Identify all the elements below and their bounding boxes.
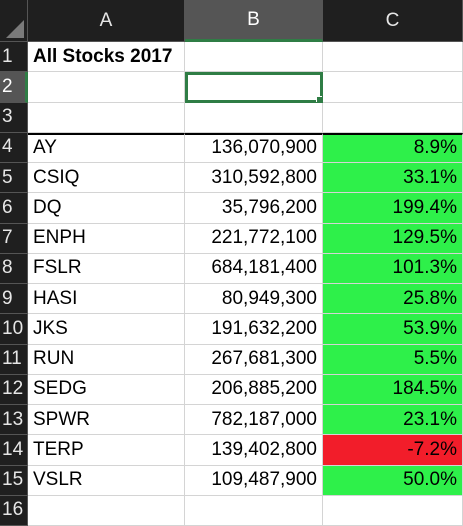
fill-handle[interactable] — [316, 95, 322, 102]
cell-b2-active[interactable] — [185, 72, 323, 103]
cell-a2[interactable] — [28, 72, 185, 103]
cell-b1[interactable] — [185, 42, 323, 73]
return-cell[interactable]: 23.1% — [323, 405, 463, 436]
return-cell[interactable]: 33.1% — [323, 163, 463, 194]
ticker-cell[interactable]: CSIQ — [28, 163, 185, 194]
cell-b3[interactable] — [185, 102, 323, 133]
volume-cell[interactable]: 267,681,300 — [185, 344, 323, 375]
cell-b16[interactable] — [185, 495, 323, 526]
volume-cell[interactable]: 782,187,000 — [185, 405, 323, 436]
cell-a16[interactable] — [28, 495, 185, 526]
return-cell[interactable]: 199.4% — [323, 193, 463, 224]
row-header-2[interactable]: 2 — [0, 72, 28, 103]
column-header-c[interactable]: C — [323, 0, 463, 42]
cell-a1-title[interactable]: All Stocks 2017 — [28, 42, 185, 73]
row-header-16[interactable]: 16 — [0, 495, 28, 526]
return-cell[interactable]: 25.8% — [323, 284, 463, 315]
return-cell[interactable]: -7.2% — [323, 435, 463, 466]
volume-cell[interactable]: 684,181,400 — [185, 253, 323, 284]
ticker-cell[interactable]: HASI — [28, 284, 185, 315]
ticker-cell[interactable]: AY — [28, 132, 185, 163]
ticker-cell[interactable]: RUN — [28, 344, 185, 375]
row-header-9[interactable]: 9 — [0, 284, 28, 315]
volume-cell[interactable]: 221,772,100 — [185, 223, 323, 254]
row-header-5[interactable]: 5 — [0, 163, 28, 194]
ticker-cell[interactable]: ENPH — [28, 223, 185, 254]
cell-c1[interactable] — [323, 42, 463, 73]
ticker-cell[interactable]: VSLR — [28, 465, 185, 496]
row-header-3[interactable]: 3 — [0, 102, 28, 133]
volume-cell[interactable]: 109,487,900 — [185, 465, 323, 496]
column-header-b[interactable]: B — [185, 0, 323, 42]
volume-cell[interactable]: 191,632,200 — [185, 314, 323, 345]
cell-c16[interactable] — [323, 495, 463, 526]
row-header-10[interactable]: 10 — [0, 314, 28, 345]
cell-c2[interactable] — [323, 72, 463, 103]
row-header-8[interactable]: 8 — [0, 253, 28, 284]
select-all-corner[interactable] — [0, 0, 28, 42]
volume-cell[interactable]: 80,949,300 — [185, 284, 323, 315]
row-header-6[interactable]: 6 — [0, 193, 28, 224]
return-cell[interactable]: 8.9% — [323, 132, 463, 163]
return-cell[interactable]: 184.5% — [323, 374, 463, 405]
return-cell[interactable]: 50.0% — [323, 465, 463, 496]
row-header-7[interactable]: 7 — [0, 223, 28, 254]
cell-a3[interactable] — [28, 102, 185, 133]
row-header-15[interactable]: 15 — [0, 465, 28, 496]
volume-cell[interactable]: 136,070,900 — [185, 132, 323, 163]
ticker-cell[interactable]: TERP — [28, 435, 185, 466]
row-header-4[interactable]: 4 — [0, 132, 28, 163]
column-header-a[interactable]: A — [28, 0, 185, 42]
row-header-13[interactable]: 13 — [0, 405, 28, 436]
return-cell[interactable]: 5.5% — [323, 344, 463, 375]
ticker-cell[interactable]: FSLR — [28, 253, 185, 284]
ticker-cell[interactable]: SEDG — [28, 374, 185, 405]
volume-cell[interactable]: 139,402,800 — [185, 435, 323, 466]
volume-cell[interactable]: 35,796,200 — [185, 193, 323, 224]
row-header-11[interactable]: 11 — [0, 344, 28, 375]
cell-c3[interactable] — [323, 102, 463, 133]
ticker-cell[interactable]: DQ — [28, 193, 185, 224]
ticker-cell[interactable]: JKS — [28, 314, 185, 345]
return-cell[interactable]: 129.5% — [323, 223, 463, 254]
row-header-12[interactable]: 12 — [0, 374, 28, 405]
volume-cell[interactable]: 206,885,200 — [185, 374, 323, 405]
volume-cell[interactable]: 310,592,800 — [185, 163, 323, 194]
return-cell[interactable]: 101.3% — [323, 253, 463, 284]
row-header-1[interactable]: 1 — [0, 42, 28, 73]
ticker-cell[interactable]: SPWR — [28, 405, 185, 436]
return-cell[interactable]: 53.9% — [323, 314, 463, 345]
row-header-14[interactable]: 14 — [0, 435, 28, 466]
